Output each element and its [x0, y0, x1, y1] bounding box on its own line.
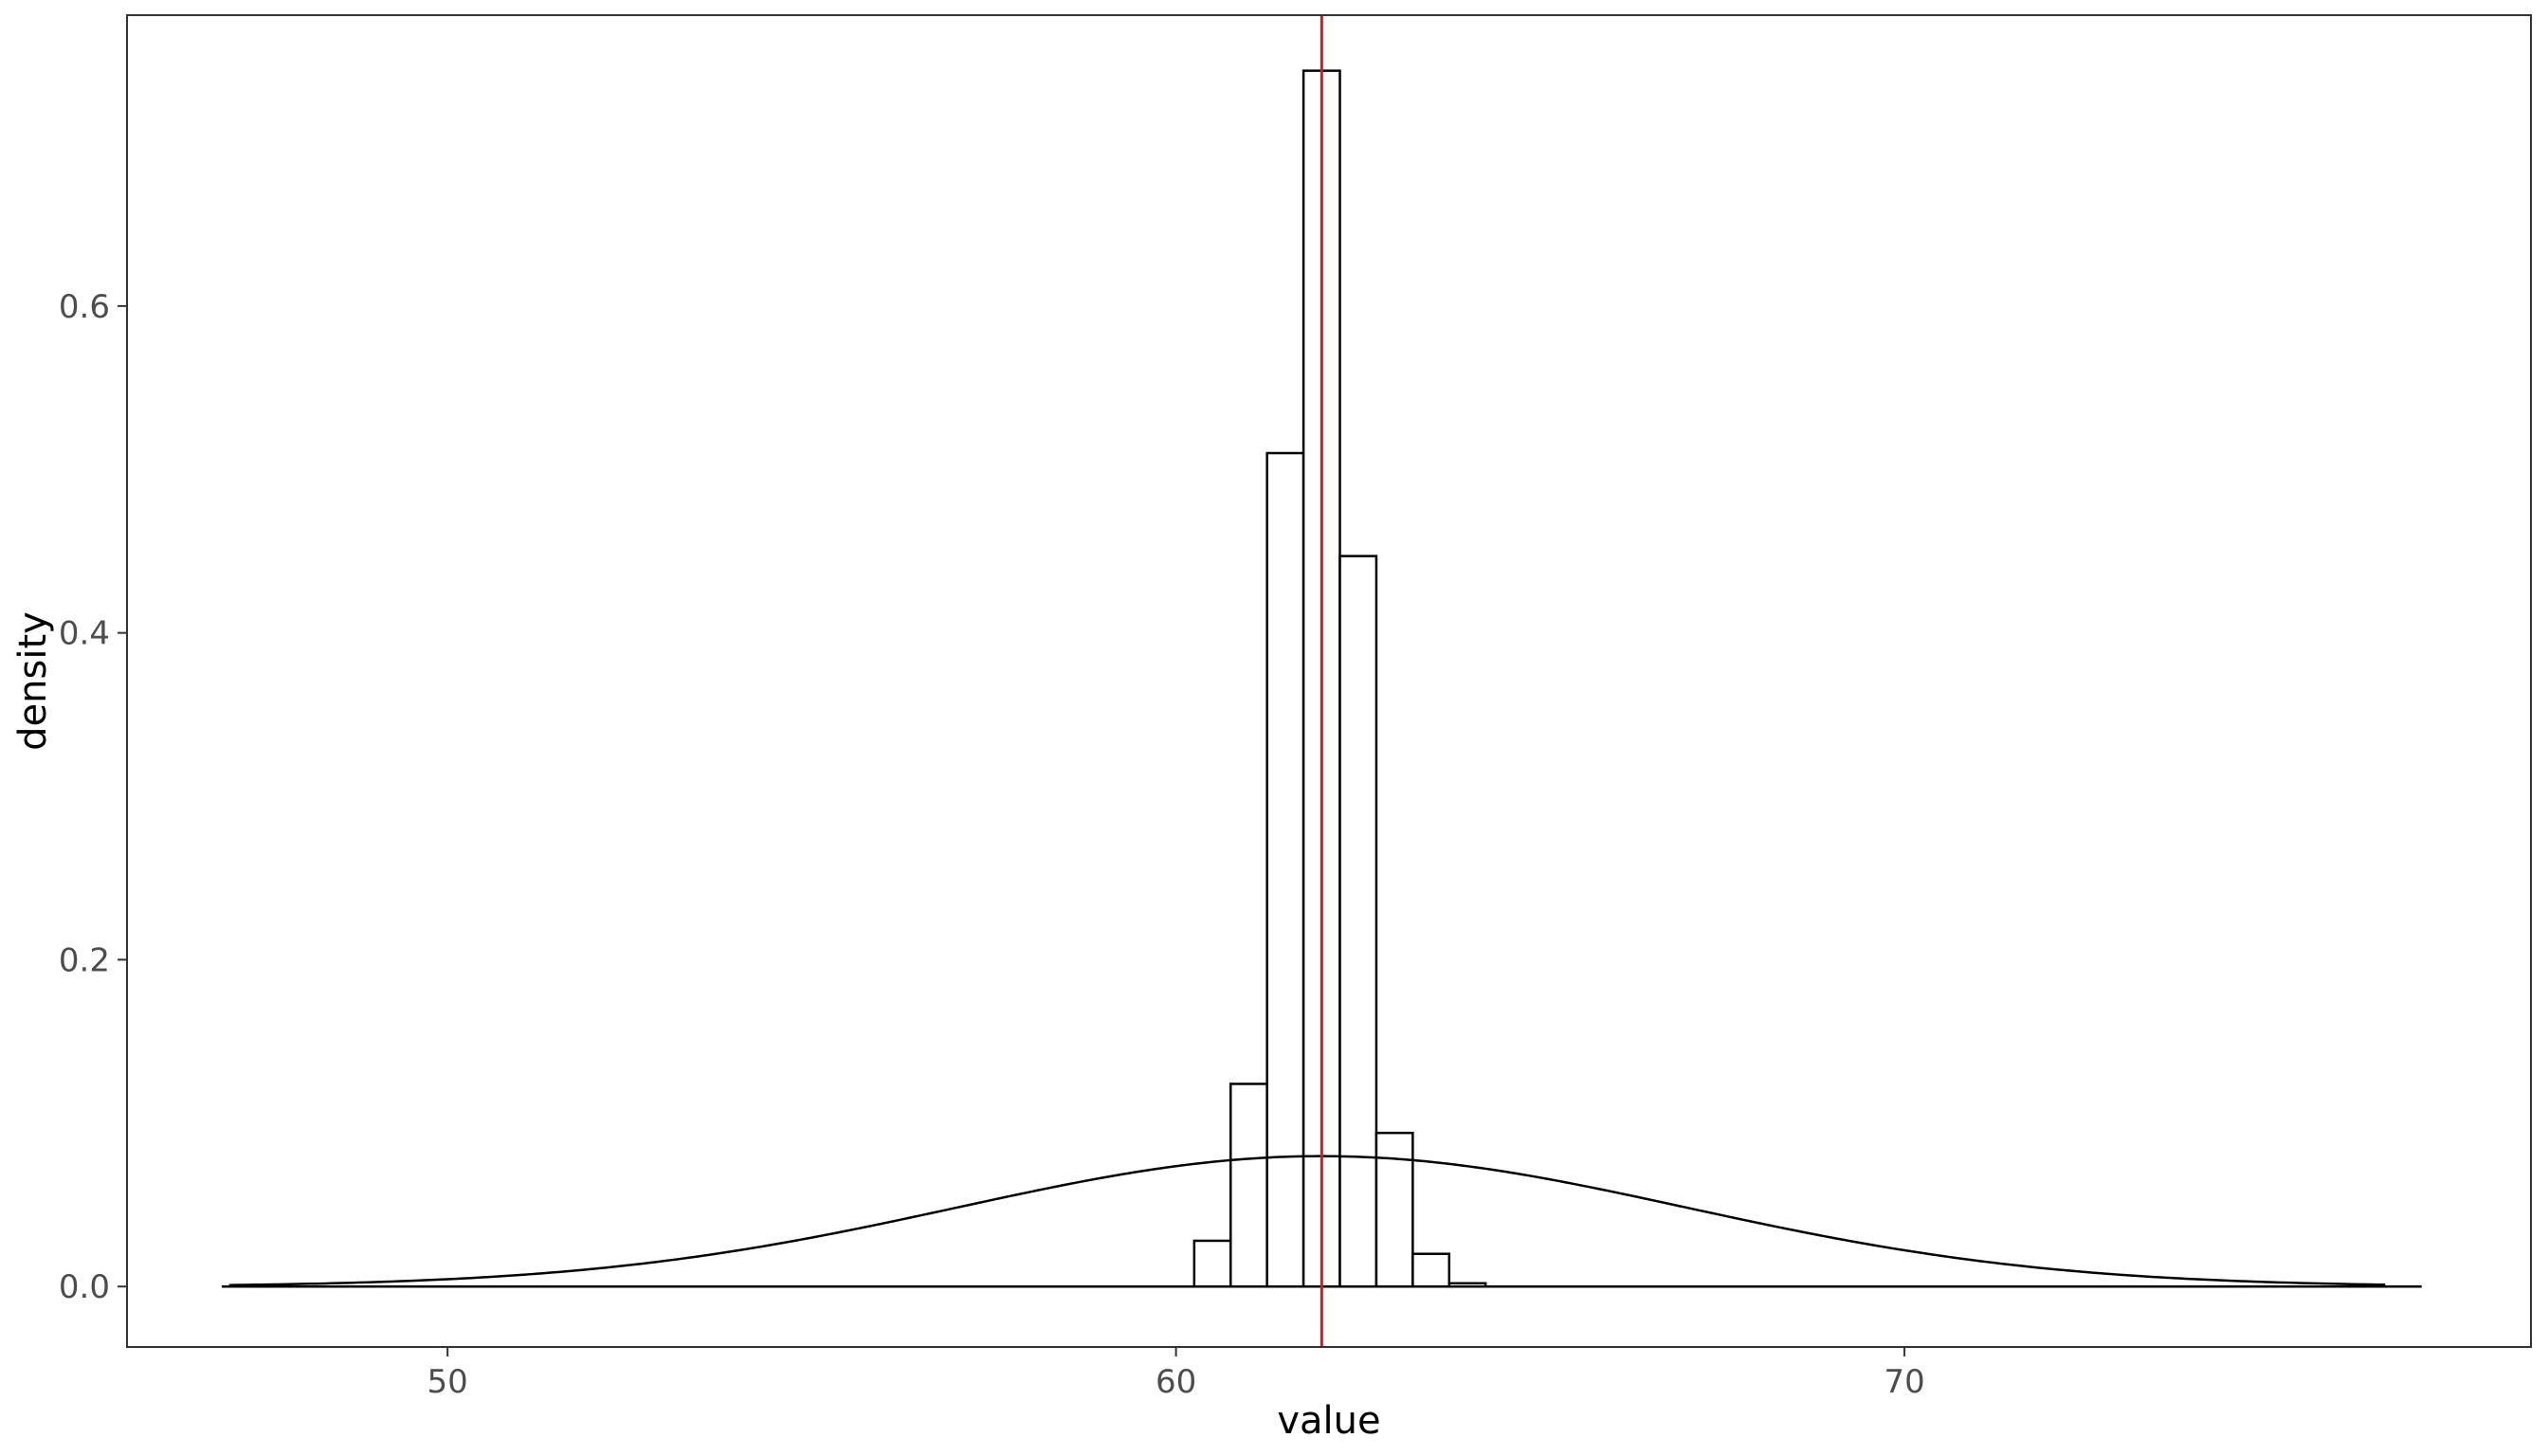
- x-tick-label: 50: [428, 1363, 468, 1401]
- histogram-bar: [1192, 1239, 1232, 1288]
- y-axis-title: density: [11, 611, 55, 751]
- histogram-bar: [1447, 1282, 1487, 1288]
- panel-border: [126, 14, 2532, 1348]
- y-tick-label: 0.0: [59, 1268, 110, 1306]
- plot-layer: [221, 15, 2422, 1347]
- density-curve: [228, 1155, 2386, 1286]
- x-tick-label: 70: [1884, 1363, 1924, 1401]
- x-axis-title: value: [1277, 1399, 1380, 1443]
- axis-layer: 50 60 70 0.0 0.2 0.4 0.6: [59, 288, 1925, 1401]
- y-tick-label: 0.2: [59, 941, 110, 979]
- y-tick-label: 0.6: [59, 288, 110, 326]
- histogram-bar: [1229, 1083, 1268, 1288]
- y-tick-label: 0.4: [59, 615, 110, 653]
- histogram-bar: [1338, 555, 1378, 1288]
- x-tick-label: 60: [1156, 1363, 1196, 1401]
- histogram-bar: [1374, 1131, 1414, 1288]
- histogram-bar: [1265, 451, 1305, 1288]
- histogram-bar: [1411, 1252, 1451, 1288]
